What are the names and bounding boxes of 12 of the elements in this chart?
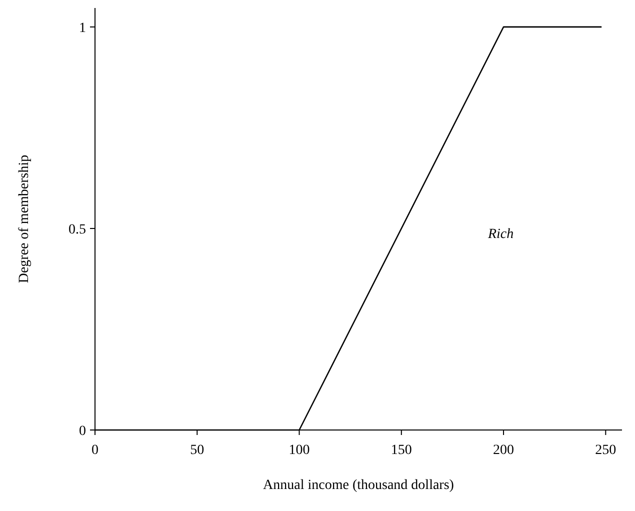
- y-tick-label: 1: [79, 20, 86, 36]
- x-tick-label: 150: [390, 443, 412, 458]
- x-axis-title: Annual income (thousand dollars): [263, 478, 454, 493]
- y-axis-title: Degree of membership: [17, 154, 32, 284]
- x-tick-label: 100: [288, 443, 310, 458]
- x-tick-label: 50: [190, 443, 204, 458]
- x-tick-label: 0: [92, 443, 98, 458]
- y-tick-label: 0: [79, 424, 86, 439]
- annotation: Rich: [486, 226, 514, 242]
- y-tick-label: 0.5: [68, 222, 86, 238]
- x-tick-label: 250: [595, 443, 616, 458]
- x-tick-label: 200: [493, 443, 514, 458]
